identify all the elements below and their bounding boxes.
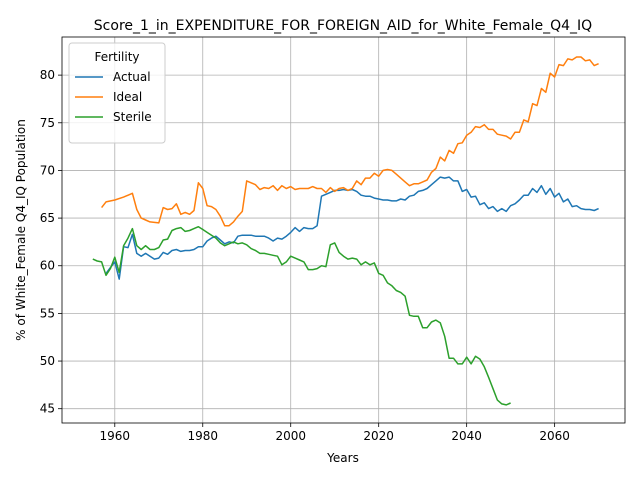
grid xyxy=(62,37,625,423)
legend-entries: Actual Ideal Sterile xyxy=(75,70,152,124)
legend-label-ideal: Ideal xyxy=(113,90,142,104)
y-tick-label: 65 xyxy=(40,211,55,225)
chart-title: Score_1_in_EXPENDITURE_FOR_FOREIGN_AID_f… xyxy=(94,18,592,34)
x-tick-label: 2060 xyxy=(539,429,570,443)
series-line-sterile xyxy=(92,225,511,406)
series-line-ideal xyxy=(101,56,599,227)
y-tick-label: 75 xyxy=(40,116,55,130)
y-tick-label: 50 xyxy=(40,354,55,368)
x-axis-ticks: 1960 1980 2000 2020 2040 2060 xyxy=(100,423,570,443)
y-axis-ticks: 45 50 55 60 65 70 75 80 xyxy=(40,68,62,416)
series-lines xyxy=(92,56,599,406)
y-axis-label: % of White_Female Q4_IQ Population xyxy=(14,119,28,341)
legend: Fertility Actual Ideal Sterile xyxy=(68,42,166,144)
x-tick-label: 2020 xyxy=(363,429,394,443)
y-tick-label: 45 xyxy=(40,402,55,416)
legend-label-actual: Actual xyxy=(113,70,151,84)
plot-frame xyxy=(61,36,626,424)
x-tick-label: 2040 xyxy=(451,429,482,443)
series-line-actual xyxy=(105,176,599,280)
x-tick-label: 1960 xyxy=(100,429,131,443)
x-axis-label: Years xyxy=(326,451,359,465)
y-tick-label: 55 xyxy=(40,306,55,320)
y-tick-label: 70 xyxy=(40,163,55,177)
y-tick-label: 60 xyxy=(40,259,55,273)
x-tick-label: 2000 xyxy=(275,429,306,443)
legend-label-sterile: Sterile xyxy=(113,110,152,124)
y-tick-label: 80 xyxy=(40,68,55,82)
legend-title: Fertility xyxy=(94,50,139,64)
legend-box xyxy=(68,42,166,144)
x-tick-label: 1980 xyxy=(187,429,218,443)
